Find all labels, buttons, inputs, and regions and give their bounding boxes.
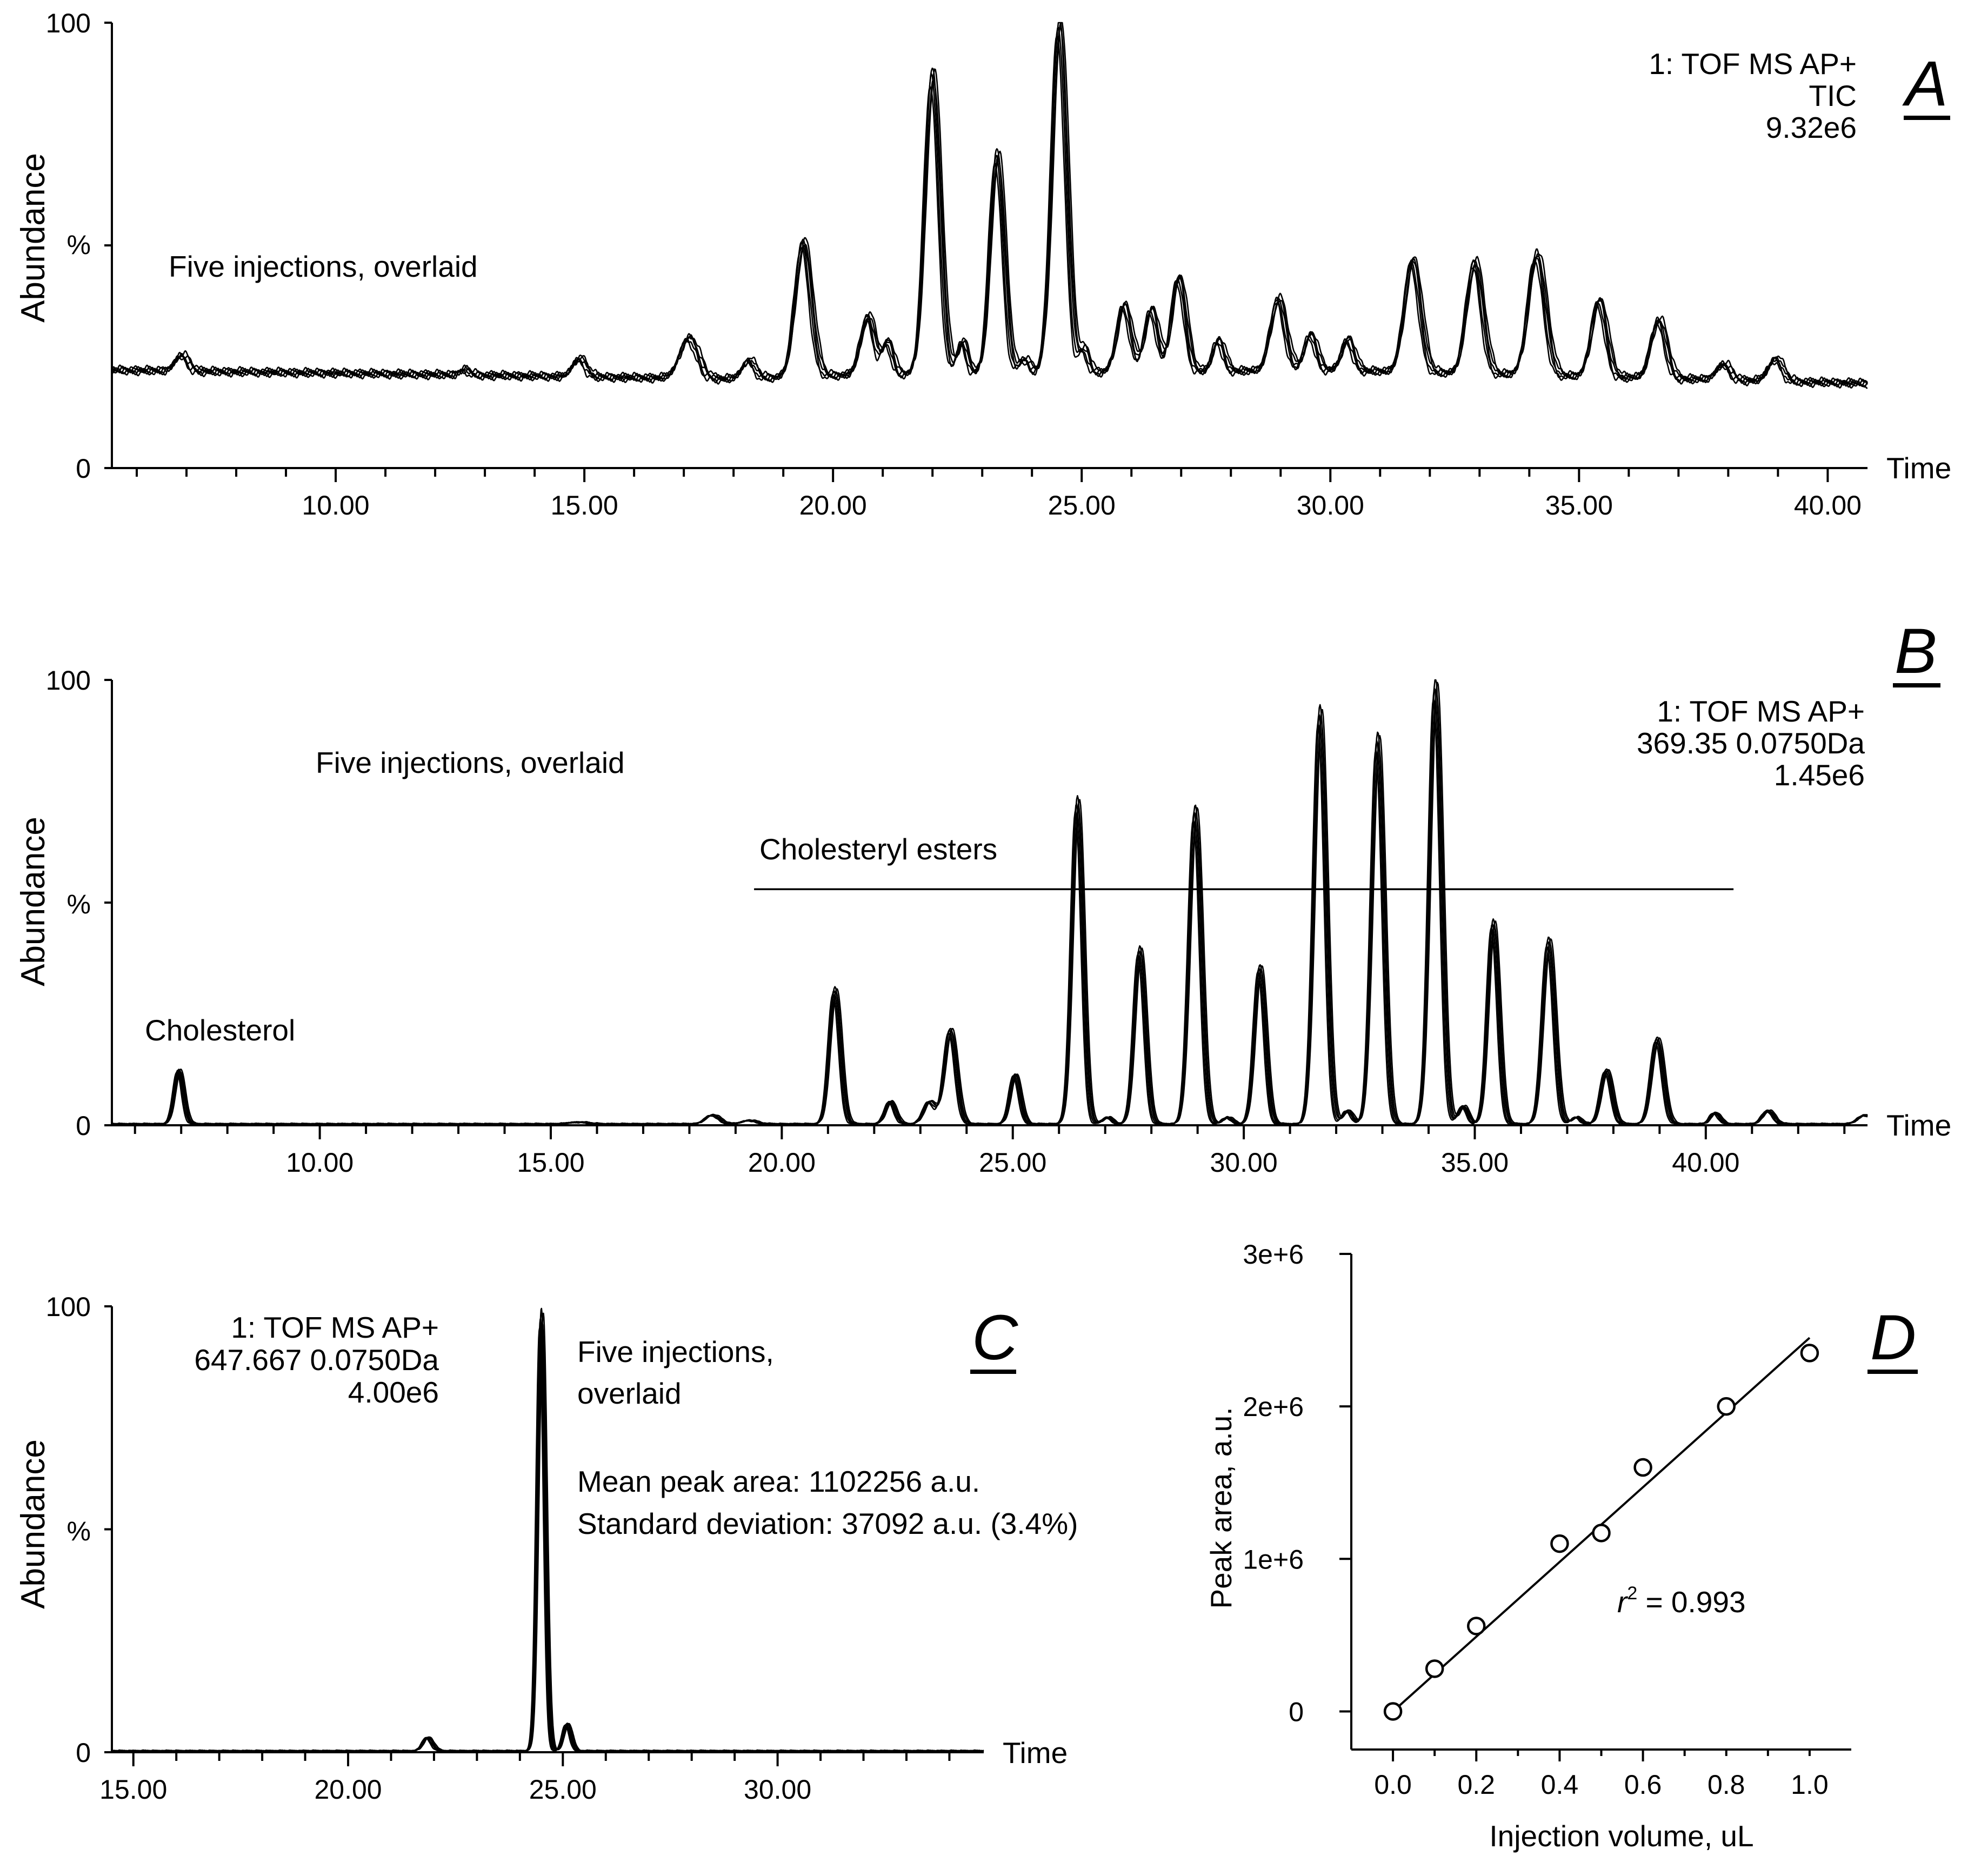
panel-c-y-tick-label-0: 0	[76, 1738, 91, 1768]
panel-b-series-5	[111, 682, 1868, 1125]
panel-d-y-tick-label: 1e+6	[1243, 1544, 1304, 1574]
panel-c-overlay-note-line-2: overlaid	[577, 1377, 682, 1410]
panel-d-y-ticks: 0 1e+6 2e+6 3e+6	[1243, 1239, 1351, 1727]
panel-b-x-tick-label: 40.00	[1672, 1147, 1739, 1178]
panel-a-y-ticks	[104, 22, 112, 469]
panel-c: 15.00 20.00 25.00 30.00 100 0 % Abundance T…	[15, 1292, 1078, 1805]
panel-c-overlay-note-line-1: Five injections,	[577, 1335, 774, 1368]
panel-d-data-point	[1425, 1659, 1444, 1678]
panel-a-letter: A	[1902, 48, 1948, 119]
panel-c-y-percent-label: %	[67, 1516, 91, 1546]
panel-c-letter: C	[972, 1302, 1018, 1373]
panel-a-series-5	[111, 22, 1869, 385]
panel-d-data-point	[1592, 1524, 1611, 1543]
panel-d-r-squared: r2 = 0.993	[1617, 1583, 1746, 1619]
panel-c-x-ticks: 15.00 20.00 25.00 30.00	[99, 1752, 951, 1805]
panel-d-x-tick-label: 0.6	[1624, 1770, 1662, 1800]
panel-c-info-line-2: 647.667 0.0750Da	[194, 1343, 439, 1377]
panel-a-overlay-note: Five injections, overlaid	[169, 250, 478, 283]
panel-d-letter: D	[1870, 1302, 1916, 1373]
panel-b-info-line-2: 369.35 0.0750Da	[1637, 726, 1865, 760]
panel-d-points	[1383, 1344, 1819, 1721]
panel-c-x-tick-label: 15.00	[99, 1774, 167, 1805]
panel-c-mean-peak-area: Mean peak area: 1102256 a.u.	[577, 1465, 980, 1498]
panel-a-series-1	[111, 35, 1868, 389]
panel-a-x-tick-label: 15.00	[551, 490, 618, 520]
panel-d-r-symbol: r	[1617, 1585, 1629, 1619]
panel-d-data-point	[1800, 1344, 1819, 1363]
panel-c-x-tick-label: 20.00	[314, 1774, 382, 1805]
panel-a-x-tick-label: 35.00	[1545, 490, 1613, 520]
panel-b-x-tick-label: 35.00	[1441, 1147, 1509, 1178]
panel-a-x-tick-label: 20.00	[799, 490, 867, 520]
panel-a-y-percent-label: %	[67, 230, 91, 260]
panel-a-x-tick-label: 30.00	[1297, 490, 1364, 520]
panel-b-x-tick-label: 10.00	[286, 1147, 353, 1178]
panel-b-x-ticks: 10.00 15.00 20.00 25.00 30.00 35.00 40.00	[134, 1125, 1846, 1178]
panel-d-x-tick-label: 0.4	[1541, 1770, 1579, 1800]
panel-b-info-line-3: 1.45e6	[1774, 758, 1865, 792]
panel-c-y-ticks	[104, 1305, 112, 1753]
panel-d: 0 1e+6 2e+6 3e+6 0.0 0.2 0.4 0.6 0.8 1.0 Injecti…	[1204, 1239, 1918, 1853]
panel-d-y-tick-label: 2e+6	[1243, 1392, 1304, 1422]
panel-b-y-axis-label: Abundance	[15, 817, 52, 986]
panel-d-x-ticks: 0.0 0.2 0.4 0.6 0.8 1.0	[1374, 1750, 1829, 1800]
panel-a-info-line-3: 9.32e6	[1766, 111, 1857, 144]
panel-a-x-tick-label: 10.00	[302, 490, 369, 520]
panel-b-y-tick-label-100: 100	[46, 665, 91, 696]
panel-a-y-axis-label: Abundance	[15, 153, 52, 323]
panel-b-x-tick-label: 15.00	[517, 1147, 584, 1178]
panel-c-x-tick-label: 25.00	[529, 1774, 597, 1805]
panel-d-r-exponent: 2	[1627, 1583, 1637, 1604]
panel-d-data-point	[1383, 1702, 1403, 1721]
panel-d-r-value: = 0.993	[1637, 1585, 1745, 1619]
panel-b-y-ticks	[104, 679, 112, 1126]
panel-c-x-tick-label: 30.00	[744, 1774, 811, 1805]
panel-d-data-point	[1633, 1458, 1652, 1477]
panel-a-x-ticks: 10.00 15.00 20.00 25.00 30.00 35.00 40.00	[136, 468, 1862, 520]
panel-b-cholesterol-label: Cholesterol	[145, 1013, 295, 1047]
panel-a-info-line-1: 1: TOF MS AP+	[1649, 47, 1857, 81]
panel-b-esters-label: Cholesteryl esters	[759, 832, 997, 866]
panel-c-y-tick-label-100: 100	[46, 1292, 91, 1322]
panel-b-overlay-note: Five injections, overlaid	[316, 746, 625, 779]
panel-c-y-axis-label: Abundance	[15, 1439, 52, 1609]
panel-b-x-tick-label: 25.00	[979, 1147, 1046, 1178]
panel-d-x-tick-label: 1.0	[1791, 1770, 1829, 1800]
panel-b-x-tick-label: 20.00	[748, 1147, 816, 1178]
panel-a-y-tick-label-0: 0	[76, 453, 91, 484]
panel-b-x-tick-label: 30.00	[1210, 1147, 1278, 1178]
panel-d-data-point	[1550, 1534, 1569, 1553]
panel-a-x-axis-label: Time	[1886, 451, 1951, 485]
panel-d-y-tick-label: 0	[1289, 1697, 1304, 1727]
panel-a-info-line-2: TIC	[1809, 79, 1857, 112]
panel-d-data-point	[1467, 1617, 1486, 1635]
panel-a-traces	[111, 22, 1869, 389]
panel-b-y-tick-label-0: 0	[76, 1111, 91, 1141]
panel-d-y-tick-label: 3e+6	[1243, 1239, 1304, 1270]
panel-b: 10.00 15.00 20.00 25.00 30.00 35.00 40.00 100 …	[15, 616, 1951, 1178]
panel-c-standard-deviation: Standard deviation: 37092 a.u. (3.4%)	[577, 1507, 1078, 1540]
panel-d-x-axis-label: Injection volume, uL	[1489, 1819, 1753, 1853]
panel-a-y-tick-label-100: 100	[46, 8, 91, 38]
panel-b-info-line-1: 1: TOF MS AP+	[1657, 695, 1865, 728]
panel-a-x-tick-label: 25.00	[1048, 490, 1116, 520]
panel-d-y-axis-label: Peak area, a.u.	[1204, 1407, 1238, 1608]
panel-d-data-point	[1717, 1397, 1736, 1416]
panel-c-info-line-3: 4.00e6	[348, 1376, 439, 1409]
panel-a-series-3	[111, 22, 1868, 387]
panel-d-x-tick-label: 0.2	[1457, 1770, 1495, 1800]
panel-b-y-percent-label: %	[67, 889, 91, 919]
panel-d-x-tick-label: 0.8	[1707, 1770, 1745, 1800]
panel-b-letter: B	[1895, 616, 1937, 687]
panel-a: 10.00 15.00 20.00 25.00 30.00 35.00 40.00 100 …	[15, 8, 1951, 520]
panel-a-x-tick-label: 40.00	[1794, 490, 1862, 520]
panel-d-x-tick-label: 0.0	[1374, 1770, 1412, 1800]
panel-c-series-5	[111, 1312, 984, 1752]
panel-c-x-axis-label: Time	[1003, 1736, 1068, 1770]
panel-c-info-line-1: 1: TOF MS AP+	[231, 1311, 439, 1344]
panel-b-x-axis-label: Time	[1886, 1109, 1951, 1142]
